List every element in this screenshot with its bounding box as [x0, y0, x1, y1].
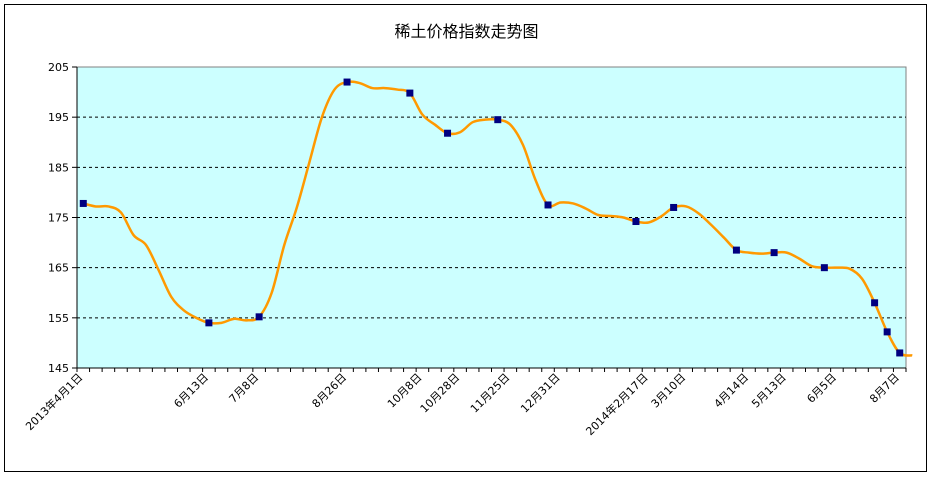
y-tick-label: 195	[48, 111, 69, 124]
x-tick-label: 8月26日	[310, 371, 350, 411]
x-tick-label: 12月31日	[518, 371, 563, 416]
x-tick-label: 10月28日	[418, 371, 463, 416]
data-point-marker	[883, 328, 891, 336]
y-tick-label: 145	[48, 362, 69, 375]
y-tick-label: 165	[48, 262, 69, 275]
data-point-marker	[255, 313, 263, 321]
x-tick-label: 4月14日	[712, 371, 752, 411]
x-tick-label: 3月10日	[649, 371, 689, 411]
data-point-marker	[544, 201, 552, 209]
y-tick-label: 175	[48, 212, 69, 225]
y-tick-label: 185	[48, 161, 69, 174]
y-tick-label: 205	[48, 61, 69, 74]
x-tick-label: 7月8日	[227, 371, 262, 406]
data-point-marker	[770, 249, 778, 257]
data-point-marker	[896, 349, 904, 357]
x-tick-label: 5月13日	[749, 371, 789, 411]
data-point-marker	[444, 129, 452, 137]
data-point-marker	[632, 218, 640, 226]
data-point-marker	[820, 264, 828, 272]
data-point-marker	[343, 78, 351, 86]
y-tick-label: 155	[48, 312, 69, 325]
chart-title: 稀土价格指数走势图	[394, 22, 539, 41]
data-point-marker	[732, 246, 740, 254]
x-tick-label: 2013年4月1日	[22, 370, 85, 433]
x-tick-label: 6月5日	[804, 371, 839, 406]
data-point-marker	[79, 199, 87, 207]
x-tick-label: 2014年2月17日	[583, 370, 651, 438]
data-point-marker	[871, 299, 879, 307]
data-point-marker	[205, 319, 213, 327]
x-tick-label: 6月13日	[171, 371, 211, 411]
x-tick-label: 11月25日	[468, 371, 513, 416]
data-point-marker	[406, 89, 414, 97]
x-tick-label: 8月7日	[867, 371, 902, 406]
data-point-marker	[670, 203, 678, 211]
data-point-marker	[494, 116, 502, 124]
